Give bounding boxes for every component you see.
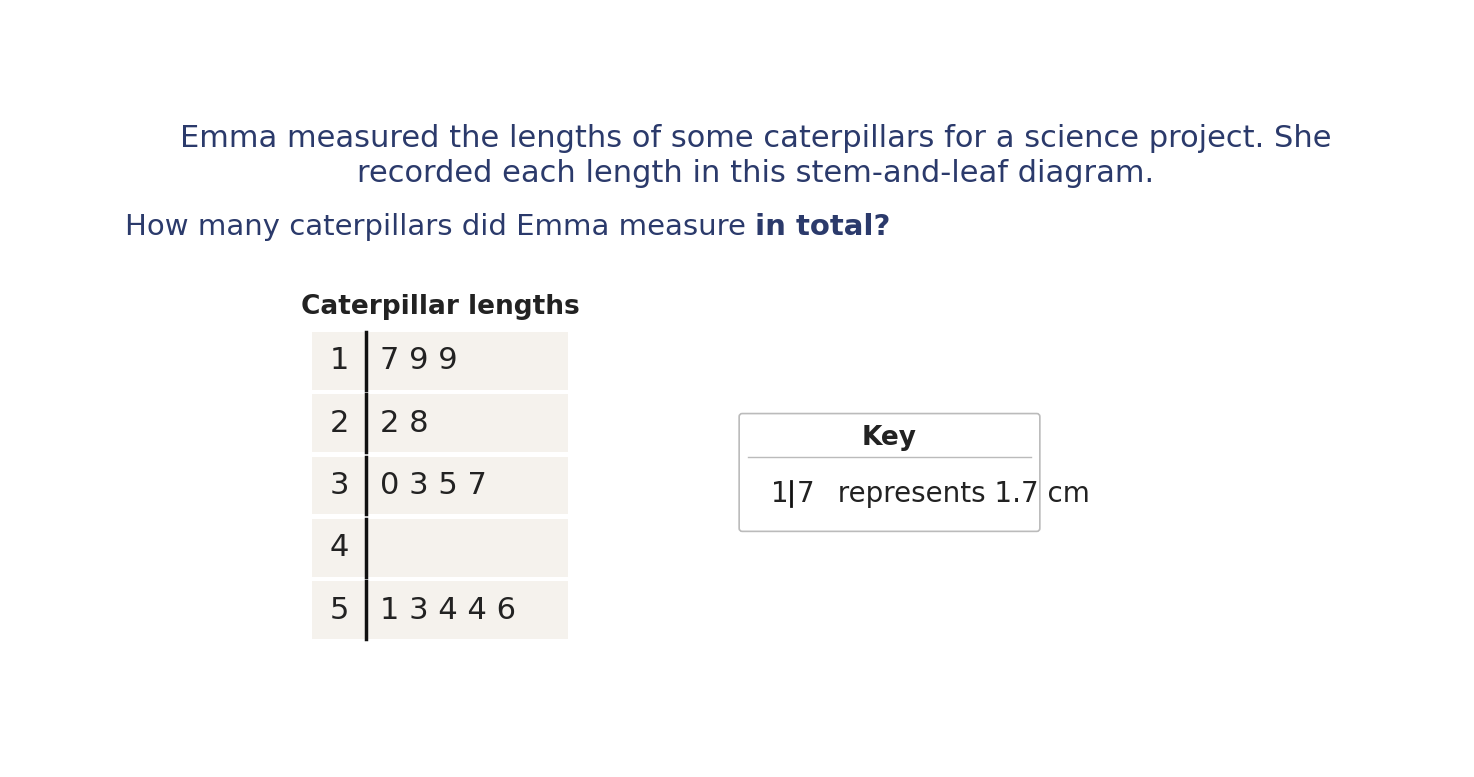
Text: 3: 3 — [330, 471, 349, 500]
Text: 4: 4 — [330, 534, 349, 563]
Bar — [312, 519, 567, 577]
Text: How many caterpillars did Emma measure: How many caterpillars did Emma measure — [125, 213, 755, 241]
Text: 7 9 9: 7 9 9 — [380, 347, 458, 375]
Text: 1 3 4 4 6: 1 3 4 4 6 — [380, 596, 516, 625]
Text: recorded each length in this stem-and-leaf diagram.: recorded each length in this stem-and-le… — [357, 159, 1154, 188]
Text: 0 3 5 7: 0 3 5 7 — [380, 471, 488, 500]
Text: 2: 2 — [330, 409, 349, 437]
Text: Emma measured the lengths of some caterpillars for a science project. She: Emma measured the lengths of some caterp… — [180, 124, 1331, 153]
Bar — [312, 332, 567, 390]
Text: in total?: in total? — [755, 213, 890, 241]
Text: represents 1.7 cm: represents 1.7 cm — [820, 479, 1089, 507]
FancyBboxPatch shape — [738, 413, 1039, 531]
Text: 7: 7 — [796, 479, 814, 507]
Text: 2 8: 2 8 — [380, 409, 429, 437]
Text: 1: 1 — [330, 347, 349, 375]
Text: Caterpillar lengths: Caterpillar lengths — [301, 294, 579, 320]
Text: 5: 5 — [330, 596, 349, 625]
Text: Key: Key — [862, 425, 917, 451]
Text: 1: 1 — [771, 479, 789, 507]
Bar — [312, 457, 567, 514]
Bar — [312, 581, 567, 639]
Bar — [312, 394, 567, 452]
